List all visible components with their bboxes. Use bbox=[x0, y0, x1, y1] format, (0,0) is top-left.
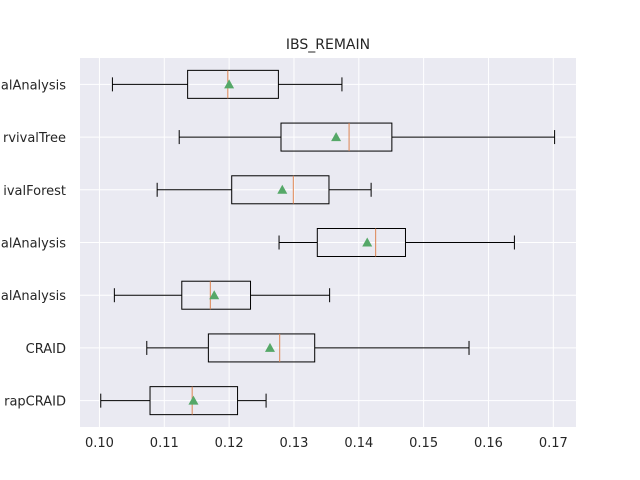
box-iqr bbox=[207, 333, 316, 363]
box-item bbox=[111, 69, 343, 99]
x-tick-label: 0.15 bbox=[409, 436, 438, 451]
mean-marker bbox=[362, 237, 373, 247]
x-tick-label: 0.16 bbox=[474, 436, 503, 451]
x-axis: 0.10 0.11 0.12 0.13 0.14 0.15 0.16 0.17 bbox=[85, 436, 568, 451]
box-iqr bbox=[280, 122, 393, 152]
box-iqr bbox=[181, 280, 252, 310]
x-tick-label: 0.14 bbox=[344, 436, 373, 451]
box-item bbox=[178, 122, 556, 152]
y-axis: rapCRAID CRAID alAnalysis alAnalysis ivalFor… bbox=[1, 78, 66, 409]
mean-marker bbox=[209, 290, 220, 300]
mean-marker bbox=[264, 342, 275, 352]
box-iqr bbox=[316, 228, 406, 257]
x-tick-label: 0.17 bbox=[539, 436, 568, 451]
y-tick-label: alAnalysis bbox=[1, 289, 66, 304]
box-item bbox=[278, 228, 515, 257]
x-tick-label: 0.12 bbox=[215, 436, 244, 451]
mean-marker bbox=[224, 79, 235, 89]
y-tick-label: alAnalysis bbox=[1, 237, 66, 252]
y-tick-label: rapCRAID bbox=[4, 395, 66, 410]
y-tick-label: rvivalTree bbox=[3, 131, 66, 146]
y-tick-label: ivalForest bbox=[3, 184, 66, 199]
chart-title: IBS_REMAIN bbox=[286, 37, 370, 53]
mean-marker bbox=[277, 184, 288, 194]
box-iqr bbox=[231, 175, 330, 205]
box-item bbox=[113, 280, 331, 310]
mean-marker bbox=[188, 395, 199, 405]
y-tick-label: CRAID bbox=[26, 342, 66, 357]
x-tick-label: 0.10 bbox=[85, 436, 114, 451]
box-series bbox=[100, 69, 556, 416]
box-iqr bbox=[187, 69, 279, 99]
box-item bbox=[146, 333, 470, 363]
x-tick-label: 0.13 bbox=[279, 436, 308, 451]
mean-marker bbox=[331, 132, 342, 142]
box-item bbox=[156, 175, 372, 205]
box-iqr bbox=[149, 386, 239, 416]
x-tick-label: 0.11 bbox=[150, 436, 179, 451]
y-tick-label: alAnalysis bbox=[1, 78, 66, 93]
box-item bbox=[100, 386, 267, 416]
